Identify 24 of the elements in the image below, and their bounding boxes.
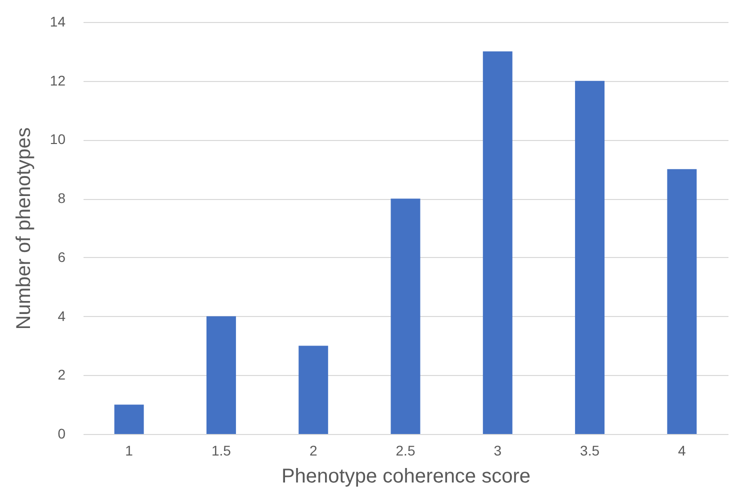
x-tick-label: 2.5 bbox=[396, 442, 416, 458]
y-tick-label: 2 bbox=[58, 366, 66, 383]
y-axis-title: Number of phenotypes bbox=[12, 127, 35, 330]
x-tick-label: 3.5 bbox=[580, 442, 600, 458]
x-axis-title: Phenotype coherence score bbox=[281, 466, 531, 488]
bar bbox=[298, 346, 328, 434]
x-tick-label: 1.5 bbox=[211, 442, 232, 458]
y-tick-label: 14 bbox=[50, 14, 66, 30]
x-tick-label: 4 bbox=[678, 442, 686, 458]
y-tick-label: 10 bbox=[50, 131, 66, 148]
bar bbox=[114, 404, 144, 434]
x-tick-label: 2 bbox=[309, 442, 318, 458]
y-tick-label: 6 bbox=[58, 248, 66, 265]
x-tick-label: 3 bbox=[494, 442, 502, 458]
y-tick-label: 8 bbox=[58, 190, 66, 206]
bar bbox=[667, 169, 697, 434]
x-tick-label: 1 bbox=[125, 442, 134, 458]
y-tick-label: 4 bbox=[58, 308, 66, 324]
bar bbox=[482, 51, 512, 434]
bar bbox=[575, 80, 605, 434]
bar bbox=[390, 198, 420, 434]
bar bbox=[206, 316, 236, 434]
y-tick-label: 0 bbox=[58, 426, 66, 442]
y-tick-label: 12 bbox=[50, 72, 66, 88]
